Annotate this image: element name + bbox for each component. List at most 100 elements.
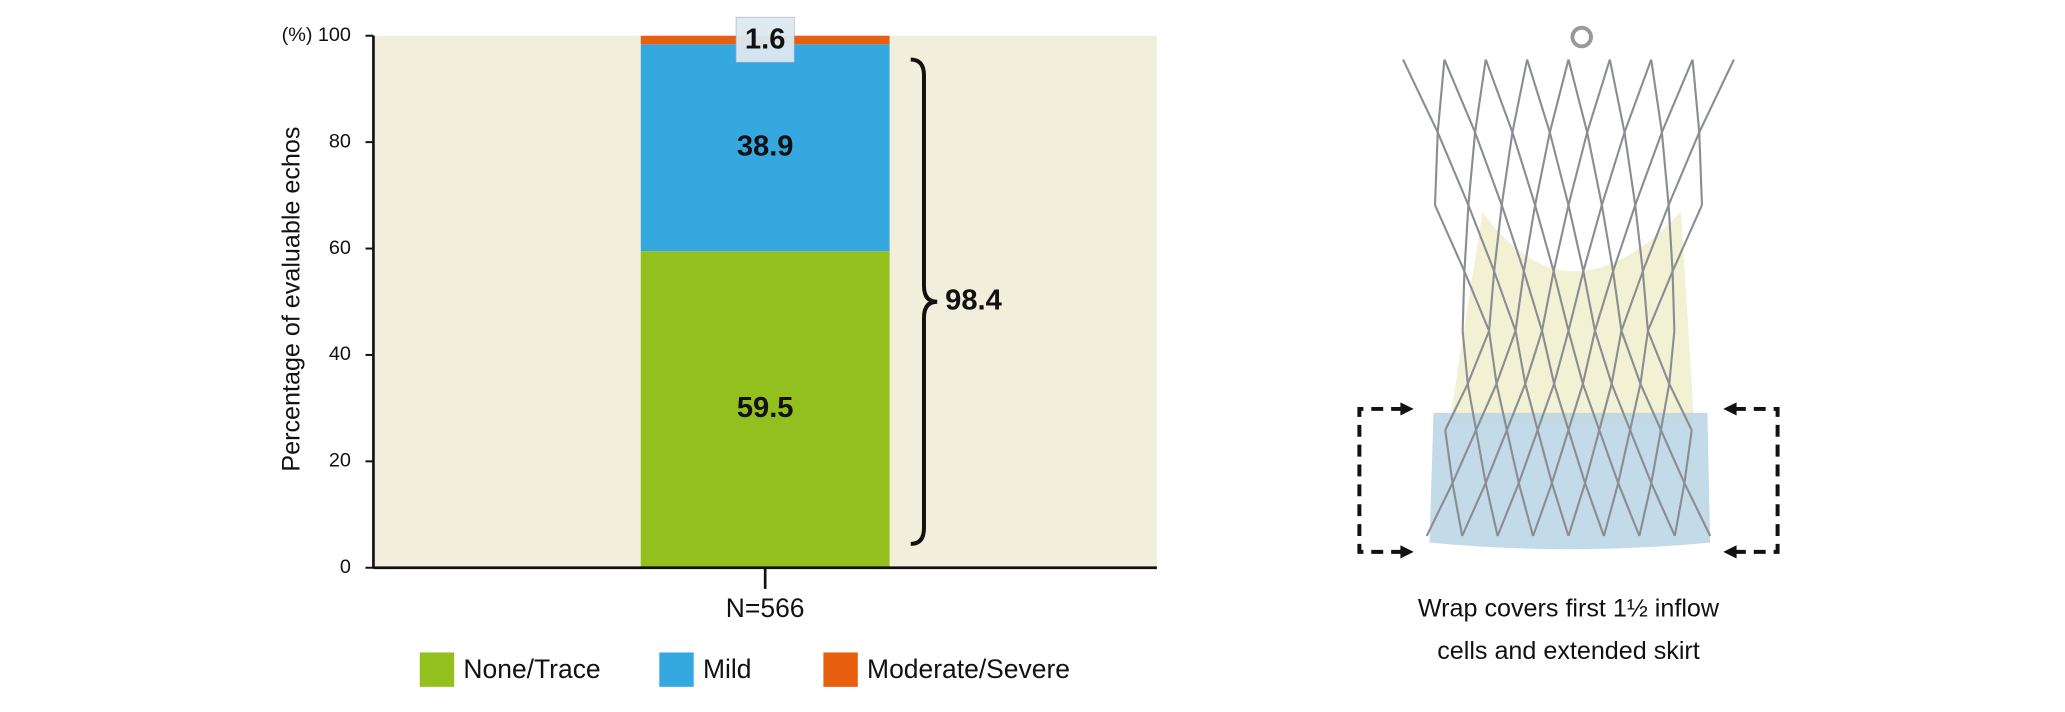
valve-strut <box>1659 429 1686 484</box>
legend-swatch <box>659 652 694 687</box>
valve-strut <box>1514 330 1527 384</box>
valve-strut <box>1668 383 1693 431</box>
valve-tab <box>1570 25 1593 49</box>
bracket-arrows <box>1400 402 1737 559</box>
y-unit: (%) <box>282 24 313 46</box>
y-tick-label: 80 <box>329 130 351 152</box>
valve-strut <box>1567 132 1589 206</box>
valve-strut <box>1461 330 1469 384</box>
valve-strut <box>1451 482 1464 537</box>
valve-strut <box>1567 59 1589 133</box>
valve-strut <box>1463 270 1491 332</box>
valve-strut <box>1552 204 1570 272</box>
valve-strut <box>1617 429 1632 484</box>
valve-strut <box>1532 482 1553 537</box>
valve-strut <box>1634 205 1644 272</box>
legend-swatch <box>823 652 858 687</box>
valve-strut <box>1620 330 1642 385</box>
y-tick-label: 20 <box>329 450 351 472</box>
valve-strut <box>1673 482 1686 537</box>
valve-strut <box>1493 270 1517 332</box>
valve-strut <box>1443 59 1477 133</box>
valve-strut <box>1623 59 1653 133</box>
valve-strut <box>1488 271 1496 331</box>
valve-strut <box>1526 59 1551 133</box>
valve-strut <box>1475 383 1498 431</box>
valve-strut <box>1698 59 1735 133</box>
valve-strut <box>1511 132 1537 206</box>
valve-strut <box>1650 429 1662 484</box>
valve-strut <box>1598 429 1620 484</box>
valve-strut <box>1581 330 1596 385</box>
valve-strut <box>1612 204 1637 272</box>
valve-strut <box>1650 482 1676 537</box>
legend-swatch <box>419 652 455 687</box>
valve-strut <box>1461 482 1487 537</box>
y-axis-label: Percentage of evaluable echos <box>277 127 305 472</box>
valve-strut <box>1461 271 1466 331</box>
valve-strut <box>1522 270 1544 332</box>
valve-strut <box>1610 330 1623 384</box>
valve-strut <box>1524 383 1539 431</box>
valve-strut <box>1593 270 1615 332</box>
valve-strut <box>1567 271 1585 332</box>
valve-strut <box>1433 132 1439 206</box>
valve-strut <box>1608 59 1626 133</box>
valve-strut <box>1612 271 1623 332</box>
valve-strut <box>1484 482 1499 537</box>
valve-illustration <box>1402 25 1735 550</box>
valve-strut <box>1581 383 1601 431</box>
value-label: 59.5 <box>737 392 794 424</box>
valve-strut <box>1524 330 1544 385</box>
valve-strut <box>1683 429 1693 484</box>
valve-strut <box>1496 482 1520 537</box>
valve-strut <box>1536 383 1556 431</box>
valve-strut <box>1567 429 1587 484</box>
valve-strut <box>1488 330 1498 384</box>
valve-strut <box>1444 429 1454 484</box>
valve-strut <box>1540 330 1556 385</box>
brace <box>910 57 938 546</box>
valve-strut <box>1517 482 1535 537</box>
valve-strut <box>1638 482 1653 537</box>
valve-strut <box>1511 59 1529 133</box>
valve-strut <box>1641 271 1649 331</box>
bar-segment <box>640 44 890 252</box>
valve-strut <box>1610 383 1632 431</box>
valve-strut <box>1467 132 1477 206</box>
y-tick-label: 0 <box>340 556 351 578</box>
valve-strut <box>1659 383 1671 431</box>
valve-strut <box>1639 383 1662 431</box>
valve-strut <box>1466 330 1491 385</box>
valve-strut <box>1602 482 1620 537</box>
valve-strut <box>1671 271 1676 331</box>
valve-strut <box>1586 59 1611 133</box>
valve-strut <box>1634 131 1663 206</box>
valve-strut <box>1475 429 1487 484</box>
x-tick-label: N=566 <box>726 593 805 623</box>
valve-strut <box>1598 383 1613 431</box>
valve-strut <box>1667 131 1701 206</box>
valve-strut <box>1650 59 1663 133</box>
wrap-brackets <box>1357 406 1780 554</box>
valve-strut <box>1548 132 1570 206</box>
valve-strut <box>1436 131 1470 206</box>
valve-strut <box>1534 204 1555 272</box>
legend-label: Mild <box>703 654 752 684</box>
valve-strut <box>1584 429 1601 484</box>
valve-strut <box>1600 204 1615 272</box>
valve-strut <box>1567 330 1584 385</box>
caption-line: cells and extended skirt <box>1437 637 1700 665</box>
valve-strut <box>1493 205 1503 272</box>
valve-strut <box>1623 132 1637 206</box>
valve-strut <box>1641 204 1670 272</box>
valve-strut <box>1567 482 1587 537</box>
legend-label: Moderate/Severe <box>867 654 1070 684</box>
valve-strut <box>1463 205 1470 272</box>
valve-strut <box>1582 204 1603 272</box>
valve-strut <box>1505 383 1527 431</box>
caption-line: Wrap covers first 1½ inflow <box>1418 595 1720 623</box>
valve-strut <box>1495 330 1517 385</box>
valve-strut <box>1550 482 1570 537</box>
